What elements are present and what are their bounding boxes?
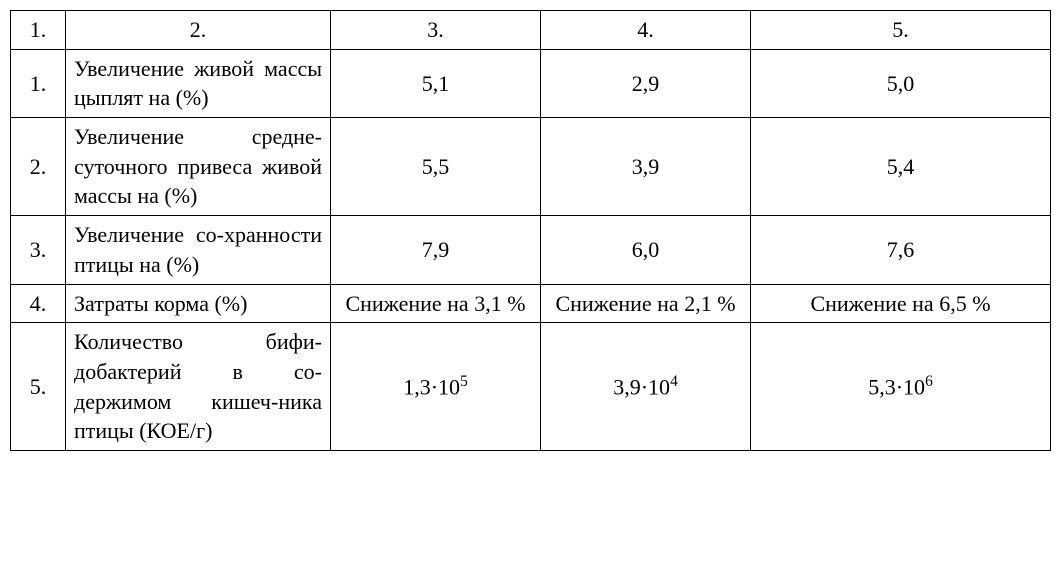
row-desc: Увеличение живой массы цыплят на (%): [66, 49, 331, 117]
row-value-5: 5,4: [751, 118, 1051, 216]
sci-base: 5,3·10: [868, 374, 925, 399]
header-col-4: 4.: [541, 11, 751, 50]
table-row: 1. Увеличение живой массы цыплят на (%) …: [11, 49, 1051, 117]
row-value-3: 1,3·105: [331, 323, 541, 451]
row-value-5: 5,0: [751, 49, 1051, 117]
row-value-3: 5,1: [331, 49, 541, 117]
table-row: 2. Увеличение средне-суточного привеса ж…: [11, 118, 1051, 216]
data-table: 1. 2. 3. 4. 5. 1. Увеличение живой массы…: [10, 10, 1051, 451]
sci-exp: 5: [460, 373, 468, 390]
row-value-3: 5,5: [331, 118, 541, 216]
table-row: 4. Затраты корма (%) Снижение на 3,1 % С…: [11, 284, 1051, 323]
row-value-4: 3,9·104: [541, 323, 751, 451]
sci-exp: 6: [925, 373, 933, 390]
header-col-3: 3.: [331, 11, 541, 50]
header-col-5: 5.: [751, 11, 1051, 50]
sci-exp: 4: [670, 373, 678, 390]
row-number: 1.: [11, 49, 66, 117]
row-value-5: 5,3·106: [751, 323, 1051, 451]
row-number: 2.: [11, 118, 66, 216]
row-desc: Увеличение средне-суточного привеса живо…: [66, 118, 331, 216]
row-value-3: 7,9: [331, 216, 541, 284]
row-value-4: 3,9: [541, 118, 751, 216]
row-desc: Увеличение со-хранности птицы на (%): [66, 216, 331, 284]
row-desc: Количество бифи-добактерий в со-держимом…: [66, 323, 331, 451]
row-value-5: Снижение на 6,5 %: [751, 284, 1051, 323]
row-value-4: Снижение на 2,1 %: [541, 284, 751, 323]
row-number: 3.: [11, 216, 66, 284]
header-col-2: 2.: [66, 11, 331, 50]
table-row: 3. Увеличение со-хранности птицы на (%) …: [11, 216, 1051, 284]
sci-base: 1,3·10: [403, 374, 460, 399]
row-desc: Затраты корма (%): [66, 284, 331, 323]
header-col-1: 1.: [11, 11, 66, 50]
row-number: 5.: [11, 323, 66, 451]
sci-base: 3,9·10: [613, 374, 670, 399]
row-value-3: Снижение на 3,1 %: [331, 284, 541, 323]
row-value-5: 7,6: [751, 216, 1051, 284]
row-number: 4.: [11, 284, 66, 323]
table-header-row: 1. 2. 3. 4. 5.: [11, 11, 1051, 50]
row-value-4: 2,9: [541, 49, 751, 117]
table-row: 5. Количество бифи-добактерий в со-держи…: [11, 323, 1051, 451]
row-value-4: 6,0: [541, 216, 751, 284]
